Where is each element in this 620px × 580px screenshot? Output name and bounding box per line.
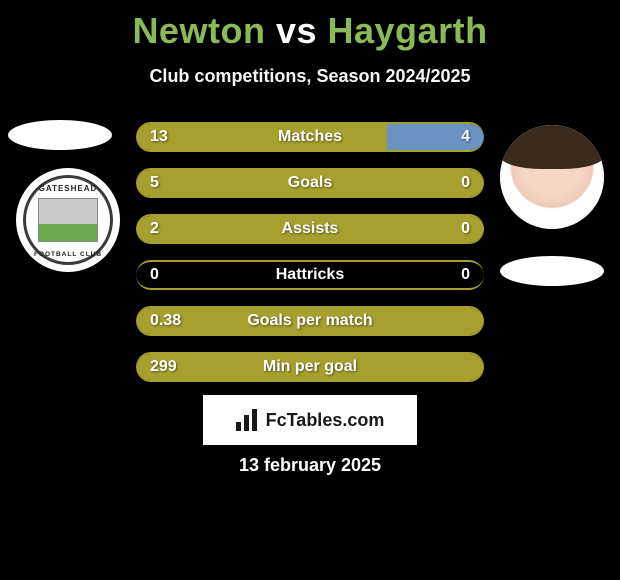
stat-value-left: 5 <box>136 174 196 192</box>
stat-label: Goals <box>196 174 424 192</box>
footer-logo: FcTables.com <box>203 395 417 445</box>
stat-row: 0.38Goals per match <box>136 306 484 336</box>
club-badge: GATESHEAD FOOTBALL CLUB <box>23 175 113 265</box>
stat-row: 0Hattricks0 <box>136 260 484 290</box>
stat-value-left: 13 <box>136 128 196 146</box>
stat-value-left: 0 <box>136 266 196 284</box>
stat-row: 2Assists0 <box>136 214 484 244</box>
club-badge-graphic <box>38 198 98 242</box>
stat-row: 299Min per goal <box>136 352 484 382</box>
club-badge-bot-text: FOOTBALL CLUB <box>26 251 110 258</box>
stat-value-left: 2 <box>136 220 196 238</box>
stat-value-right: 0 <box>424 174 484 192</box>
stat-label: Hattricks <box>196 266 424 284</box>
stat-value-right: 4 <box>424 128 484 146</box>
stats-table: 13Matches45Goals02Assists00Hattricks00.3… <box>136 122 484 398</box>
player-left-club-badge: GATESHEAD FOOTBALL CLUB <box>16 168 120 272</box>
subtitle: Club competitions, Season 2024/2025 <box>0 66 620 87</box>
club-badge-top-text: GATESHEAD <box>26 184 110 193</box>
avatar-face <box>500 125 604 229</box>
stat-value-right: 0 <box>424 220 484 238</box>
title-vs: vs <box>276 10 317 51</box>
stat-value-right: 0 <box>424 266 484 284</box>
stat-value-left: 299 <box>136 358 196 376</box>
stat-label: Assists <box>196 220 424 238</box>
footer-logo-text: FcTables.com <box>266 410 385 431</box>
stat-label: Goals per match <box>196 312 424 330</box>
stat-row: 13Matches4 <box>136 122 484 152</box>
fctables-bars-icon <box>236 409 260 431</box>
player-right-avatar <box>500 125 604 229</box>
player-right-ellipse <box>500 256 604 286</box>
stat-label: Matches <box>196 128 424 146</box>
page-title: Newton vs Haygarth <box>0 0 620 52</box>
title-player2: Haygarth <box>328 10 488 51</box>
stat-row: 5Goals0 <box>136 168 484 198</box>
title-player1: Newton <box>132 10 265 51</box>
date-text: 13 february 2025 <box>0 455 620 476</box>
player-left-ellipse <box>8 120 112 150</box>
stat-value-left: 0.38 <box>136 312 196 330</box>
avatar-hair <box>500 125 604 169</box>
stat-label: Min per goal <box>196 358 424 376</box>
